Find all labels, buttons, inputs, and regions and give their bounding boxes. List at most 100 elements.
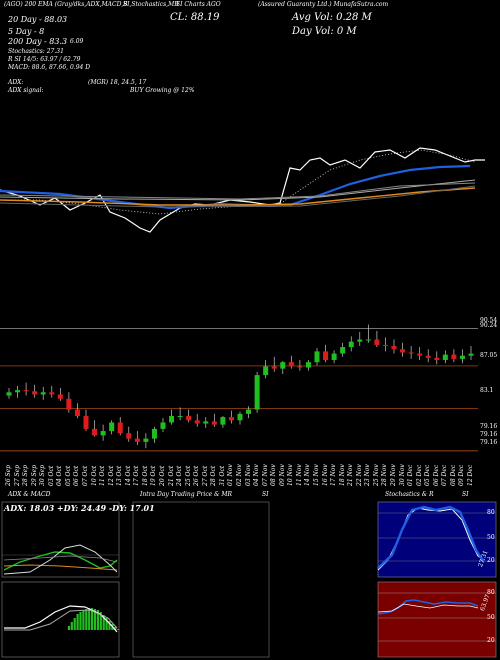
candle-body: [40, 392, 46, 395]
candle-body: [57, 394, 63, 399]
macd-bar: [70, 622, 73, 630]
dma5-value: 6.09: [70, 38, 84, 45]
header-line1-right: (Assured Guaranty Ltd.) MunafaSutra.com: [258, 1, 389, 8]
adx-signal-label: ADX signal:: [8, 87, 44, 94]
intraday-title: Intra Day Trading Price & MR: [140, 491, 233, 498]
candle-body: [254, 375, 260, 410]
candle-body: [374, 339, 380, 345]
candle-body: [160, 422, 166, 429]
candle-body: [288, 362, 294, 367]
candle-body: [417, 353, 423, 356]
candle-body: [331, 353, 337, 360]
stoch-tick-50: 50: [487, 534, 495, 541]
dma200: 200 Day - 83.3: [8, 37, 68, 46]
macd-bar: [73, 618, 76, 630]
rsi-tick-80: 80: [487, 589, 495, 596]
candle-body: [357, 339, 363, 342]
candle-body: [305, 362, 311, 368]
candle-body: [228, 417, 234, 421]
candle-body: [365, 339, 371, 341]
stoch-tick-20: 20: [487, 557, 495, 564]
price-label-5: 79.16: [480, 423, 498, 430]
candle-body: [186, 416, 192, 421]
candle-body: [459, 355, 465, 359]
candle-body: [32, 391, 38, 395]
price-label-1: 90.54: [480, 317, 498, 324]
candle-body: [246, 409, 252, 414]
adx-white-line: [3, 544, 118, 575]
candle-body: [92, 428, 98, 436]
price-label-6: 79.16: [480, 431, 498, 438]
macd-value: MACD: 88.6, 87.66, 0.94 D: [8, 64, 91, 71]
stoch-tick-80: 80: [487, 509, 495, 516]
si2-title: SI: [462, 491, 469, 498]
header-line1-left: (AGO) 200 EMA (Gray/dks,ADX,MACD,B: [4, 1, 128, 8]
candle-body: [323, 351, 329, 360]
candle-body: [126, 433, 132, 439]
ema-gray-line-2: [0, 182, 476, 200]
macd-bar: [108, 621, 111, 630]
candle-body: [134, 438, 140, 442]
stochastics-value: Stochastics: 27.31: [8, 48, 64, 55]
ema-gray-line-1: [0, 179, 476, 201]
macd-bar: [91, 608, 94, 630]
candle-body: [263, 366, 269, 376]
buy-signal: BUY Growing @ 12%: [130, 87, 195, 94]
candle-body: [49, 392, 55, 395]
candle-body: [220, 417, 226, 425]
macd-bar: [102, 615, 105, 630]
candle-body: [348, 341, 354, 348]
candle-body: [237, 413, 243, 421]
intraday-panel: [132, 501, 270, 658]
price-label-7: 79.16: [480, 439, 498, 446]
rsi-value: R SI 14/5: 63.97 / 62.79: [8, 56, 81, 63]
candle-body: [100, 431, 106, 436]
ema-dark-line: [0, 185, 476, 208]
dma20: 20 Day - 88.03: [8, 15, 68, 24]
price-label-2: 90.24: [480, 322, 498, 329]
macd-bar: [85, 609, 88, 630]
ema-blue-line: [0, 164, 471, 210]
mgr-value: (MGR) 18, 24.5, 17: [88, 79, 147, 86]
adx-readout: ADX: 18.03 +DY: 24.49 -DY: 17.01: [4, 503, 155, 513]
candle-body: [271, 366, 277, 369]
macd-bar: [79, 612, 82, 630]
close-price: CL: 88.19: [170, 12, 220, 23]
candle-body: [74, 409, 80, 416]
stoch-blue-line: [377, 505, 485, 569]
macd-bar: [82, 610, 85, 630]
candle-body: [177, 416, 183, 417]
candle-body: [408, 352, 414, 354]
candle-body: [425, 355, 431, 358]
candle-body: [6, 392, 12, 396]
si-title: SI: [262, 491, 269, 498]
header-line1-mid: SI,Stochastics,MR: [123, 1, 179, 8]
macd-bar: [88, 608, 91, 630]
macd-gray-line: [4, 609, 118, 631]
candle-body: [109, 422, 115, 432]
macd-white-line: [4, 605, 118, 633]
candle-body: [442, 354, 448, 360]
candle-body: [340, 347, 346, 354]
macd-bar: [93, 609, 97, 630]
day-volume: Day Vol: 0 M: [292, 26, 357, 37]
candle-body: [83, 416, 89, 429]
rsi-panel: [377, 581, 497, 658]
candle-body: [391, 346, 397, 350]
adx-green-line: [3, 551, 118, 571]
candle-body: [203, 421, 209, 424]
macd-bar: [117, 629, 120, 630]
macd-panel-frame: [1, 581, 120, 658]
candle-body: [468, 353, 474, 356]
rsi-tick-50: 50: [487, 614, 495, 621]
macd-bar: [76, 614, 79, 630]
macd-bar: [96, 610, 99, 630]
rsi-tick-20: 20: [487, 637, 495, 644]
stoch-title: Stochastics & R: [385, 491, 434, 498]
candle-body: [66, 398, 72, 410]
candle-body: [169, 416, 175, 423]
rsi-white-line: [377, 603, 479, 613]
candle-body: [280, 362, 286, 369]
macd-bar: [114, 627, 117, 630]
